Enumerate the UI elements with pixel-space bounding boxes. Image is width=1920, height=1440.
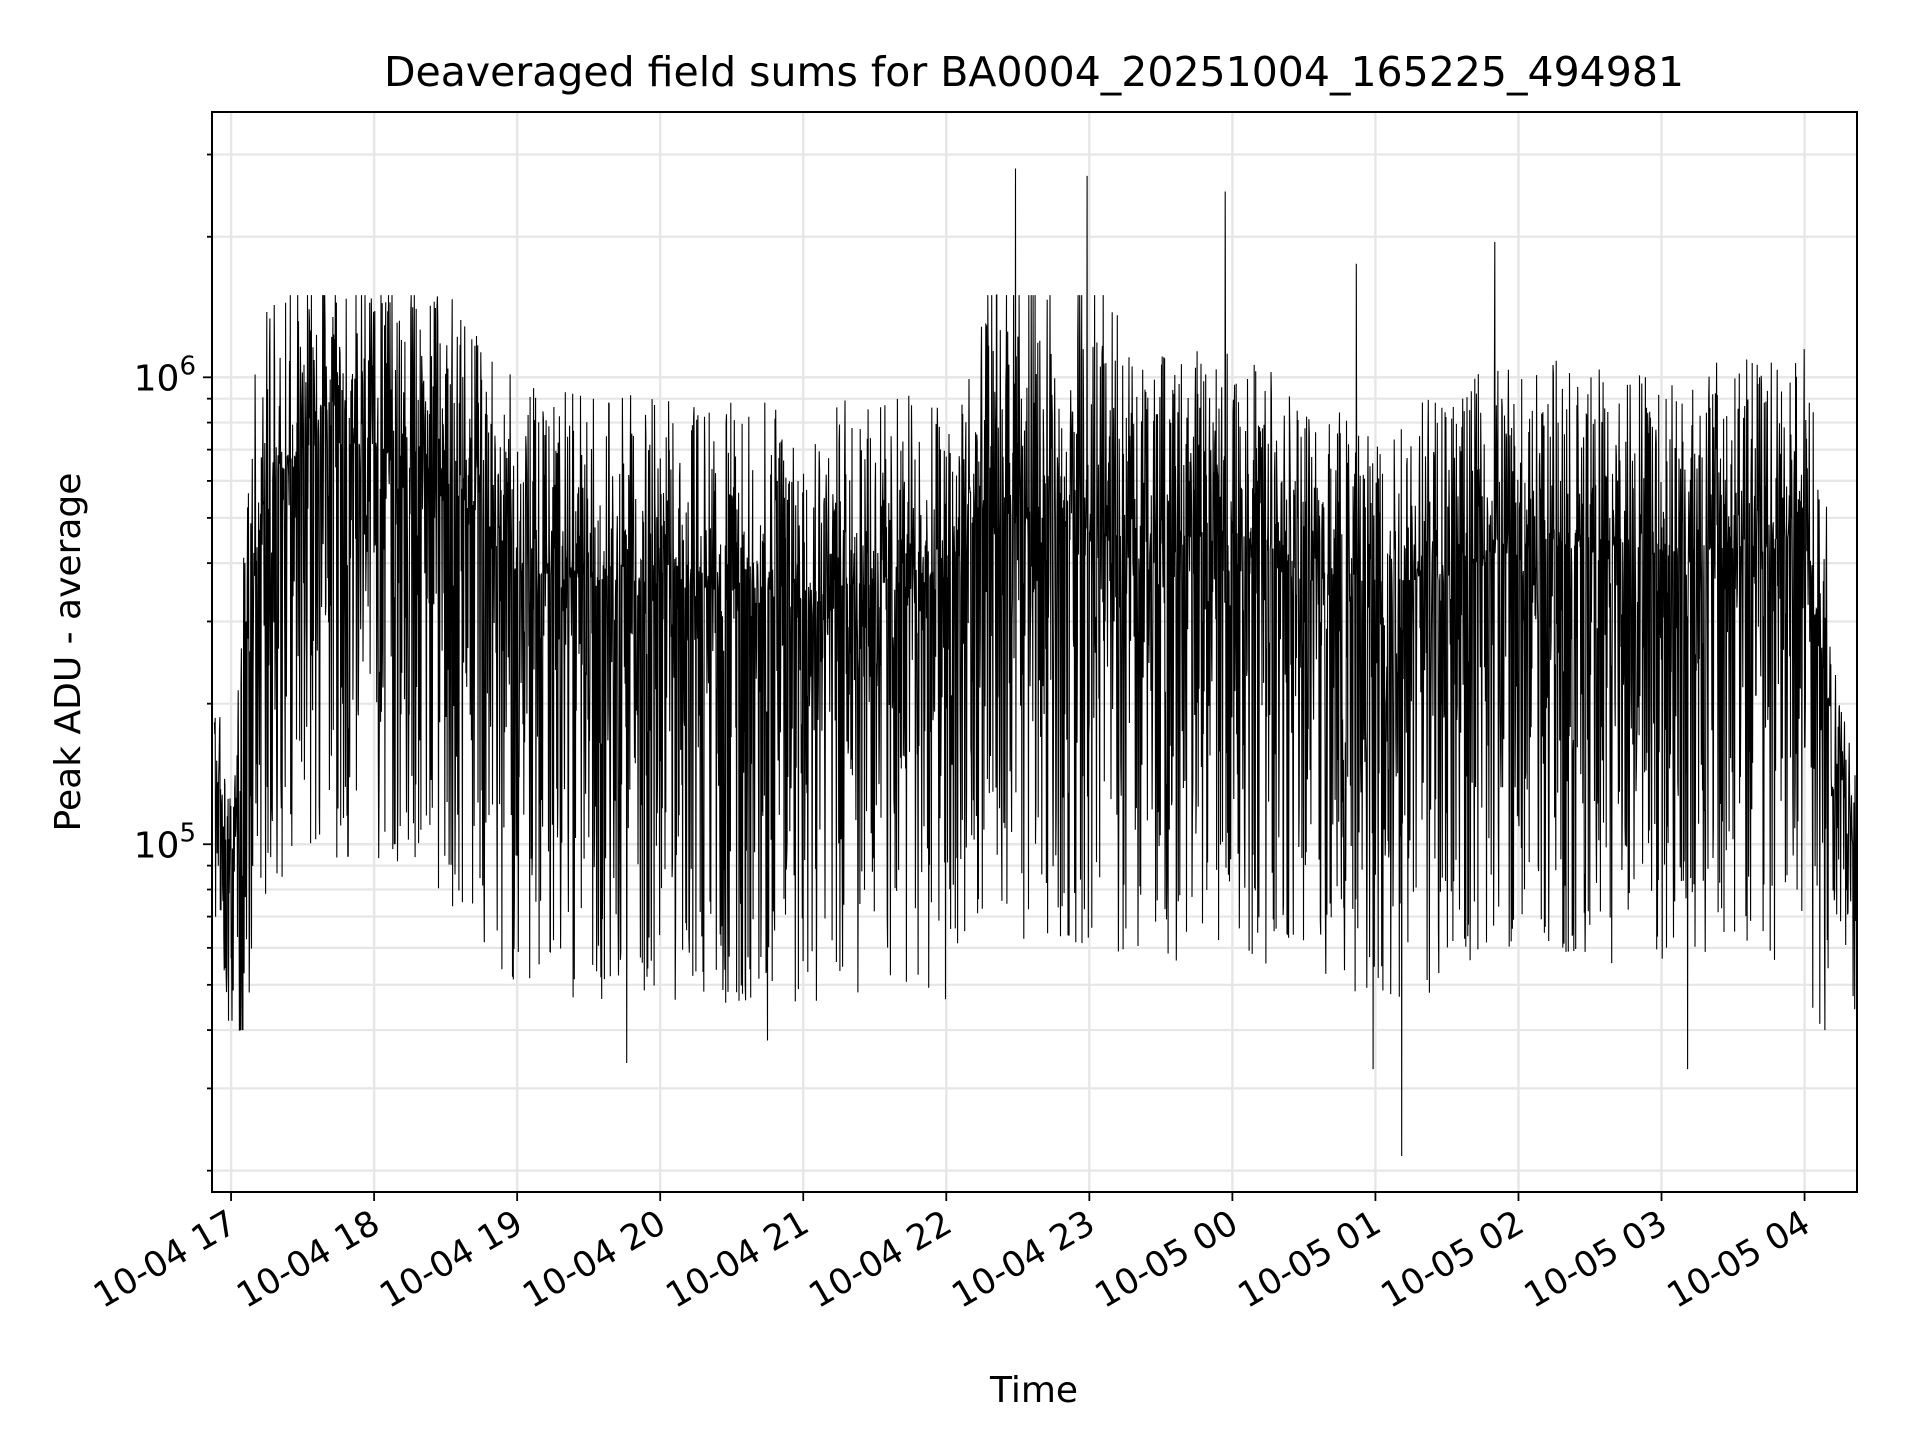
x-tick-label: 10-05 00: [1089, 1203, 1245, 1316]
x-tick-label: 10-04 18: [230, 1203, 386, 1316]
y-tick-label-base: 10: [134, 358, 180, 399]
x-tick-label: 10-04 22: [802, 1203, 958, 1316]
x-tick-label: 10-04 19: [373, 1203, 529, 1316]
x-tick-label: 10-04 21: [659, 1203, 815, 1316]
x-tick-label: 10-04 20: [516, 1203, 672, 1316]
x-tick-label: 10-05 04: [1661, 1203, 1817, 1316]
series-line: [213, 168, 1858, 1157]
x-tick-label: 10-05 01: [1232, 1203, 1388, 1316]
chart-title: Deaveraged field sums for BA0004_2025100…: [384, 48, 1684, 96]
y-axis-label: Peak ADU - average: [48, 473, 89, 832]
y-tick-label: 105: [134, 818, 196, 866]
x-tick-label: 10-04 17: [87, 1203, 243, 1316]
y-tick-label: 106: [134, 351, 196, 399]
x-axis-label: Time: [989, 1370, 1078, 1411]
y-tick-label-exponent: 5: [179, 818, 196, 848]
x-tick-label: 10-05 03: [1518, 1203, 1674, 1316]
series-layer: [213, 168, 1858, 1157]
y-tick-label-exponent: 6: [179, 351, 196, 381]
plot-frame: [211, 111, 1858, 1193]
x-tick-label: 10-04 23: [946, 1203, 1102, 1316]
y-tick-label-base: 10: [134, 825, 180, 866]
x-tick-label: 10-05 02: [1375, 1203, 1531, 1316]
